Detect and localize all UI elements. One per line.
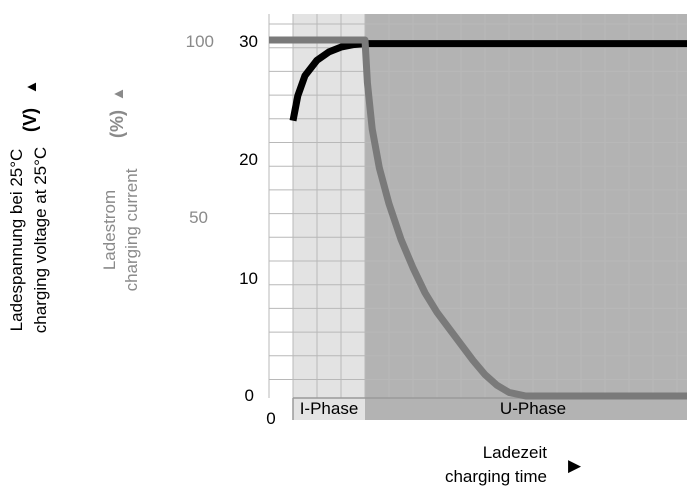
- charging-current-line: [269, 36, 687, 400]
- current-axis-label-line2: charging current: [122, 168, 141, 291]
- current-axis-label-line1: Ladestrom: [100, 190, 119, 270]
- x-axis-label-line2: charging time: [445, 467, 547, 486]
- voltage-unit: (V): [20, 108, 40, 132]
- voltage-tick-label: 10: [239, 269, 258, 288]
- current-unit: (%): [107, 110, 127, 138]
- current-arrow-icon: ▲: [110, 87, 127, 102]
- voltage-tick-label: 20: [239, 150, 258, 169]
- voltage-tick-label: 30: [239, 32, 258, 51]
- x-axis-label-line1: Ladezeit: [483, 443, 548, 462]
- voltage-tick-label: 0: [245, 386, 254, 405]
- current-tick-label: 100: [186, 32, 214, 51]
- voltage-arrow-icon: ▲: [23, 80, 40, 95]
- x-axis-arrow-icon: ▶: [568, 456, 582, 475]
- voltage-axis-label-line1: Ladespannung bei 25°C: [7, 149, 26, 332]
- u-phase-label: U-Phase: [500, 399, 566, 418]
- u-phase-band: [365, 14, 687, 420]
- origin-label: 0: [266, 409, 275, 428]
- current-tick-label: 50: [189, 208, 208, 227]
- charging-voltage-line: [289, 40, 687, 122]
- i-phase-label: I-Phase: [300, 399, 359, 418]
- voltage-axis-label-line2: charging voltage at 25°C: [31, 147, 50, 333]
